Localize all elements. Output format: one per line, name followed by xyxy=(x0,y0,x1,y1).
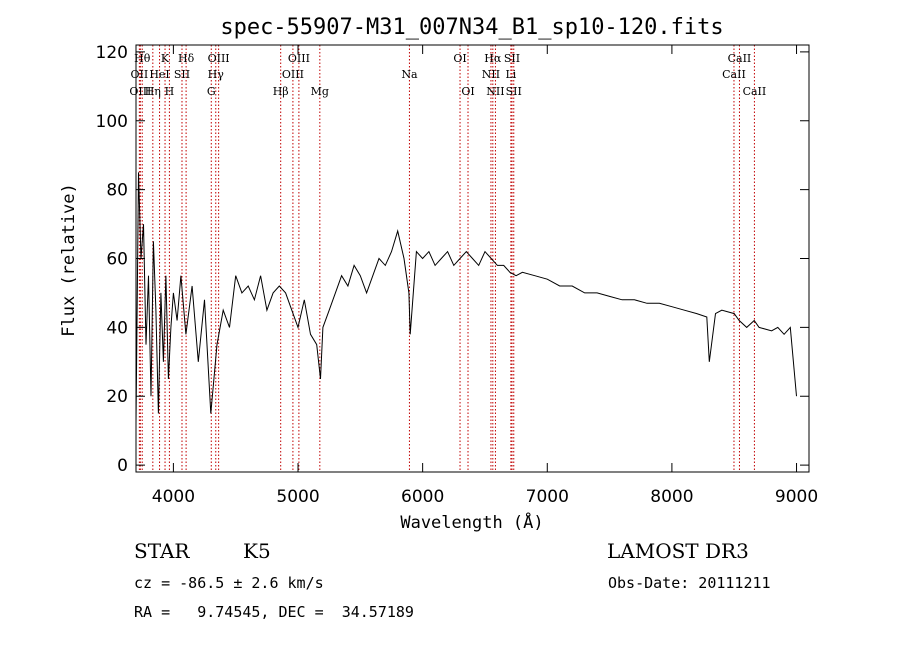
x-tick-label: 7000 xyxy=(526,487,569,507)
spectral-line-label: OIII xyxy=(129,85,151,98)
x-tick-label: 4000 xyxy=(152,487,195,507)
x-tick-label: 8000 xyxy=(650,487,693,507)
spectral-line-label: SII xyxy=(506,85,522,98)
spectral-line-label: HeI xyxy=(149,68,169,81)
spectral-line-label: OIII xyxy=(282,68,304,81)
spectral-line-label: OI xyxy=(453,52,466,65)
y-tick-label: 20 xyxy=(106,387,128,407)
x-tick-label: 5000 xyxy=(276,487,319,507)
survey-name: LAMOST DR3 xyxy=(607,539,749,563)
spectral-line-label: Mg xyxy=(311,85,329,98)
y-tick-label: 0 xyxy=(117,456,128,476)
y-tick-label: 120 xyxy=(96,43,128,63)
spectral-line-label: OIII xyxy=(208,52,230,65)
y-tick-label: 100 xyxy=(96,112,128,132)
spectrum-series-line xyxy=(135,172,797,424)
spectral-line-label: OIII xyxy=(288,52,310,65)
spectral-line-label: SII xyxy=(504,52,520,65)
y-axis-label: Flux (relative) xyxy=(59,183,79,337)
spectral-line-label: CaII xyxy=(743,85,767,98)
x-tick-label: 6000 xyxy=(401,487,444,507)
spectral-line-label: G xyxy=(207,85,216,98)
spectral-line-label: Hθ xyxy=(134,52,151,65)
spectral-line-label: K xyxy=(161,52,170,65)
spectral-line-label: OII xyxy=(131,68,149,81)
x-axis-label: Wavelength (Å) xyxy=(400,511,543,533)
spectral-line-label: OI xyxy=(461,85,474,98)
redshift-velocity: cz = -86.5 ± 2.6 km/s xyxy=(134,574,324,592)
spectral-line-label: CaII xyxy=(722,68,746,81)
object-class: STAR xyxy=(134,539,190,563)
spectral-line-label: Na xyxy=(401,68,418,81)
spectral-line-label: Hα xyxy=(484,52,502,65)
spectral-line-label: Li xyxy=(505,68,516,81)
spectral-line-label: NII xyxy=(486,85,504,98)
coordinates: RA = 9.74545, DEC = 34.57189 xyxy=(134,603,414,621)
spectral-line-label: Hη xyxy=(145,85,161,98)
y-tick-label: 40 xyxy=(106,318,128,338)
spectral-line-label: Hδ xyxy=(178,52,195,65)
spectral-line-label: Hβ xyxy=(273,85,289,98)
chart-title: spec-55907-M31_007N34_B1_sp10-120.fits xyxy=(220,15,723,40)
observation-date: Obs-Date: 20111211 xyxy=(608,574,771,592)
spectral-line-label: SII xyxy=(174,68,190,81)
y-tick-label: 80 xyxy=(106,181,128,201)
spectral-line-label: H xyxy=(165,85,175,98)
y-tick-label: 60 xyxy=(106,250,128,270)
spectral-line-label: NII xyxy=(482,68,500,81)
x-tick-label: 9000 xyxy=(775,487,818,507)
spectral-line-label: Hγ xyxy=(208,68,225,81)
spectral-line-label: CaII xyxy=(728,52,752,65)
object-subclass: K5 xyxy=(243,539,271,563)
